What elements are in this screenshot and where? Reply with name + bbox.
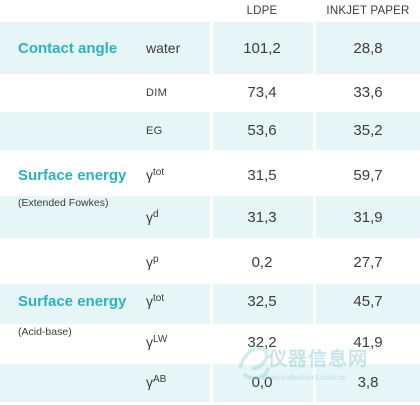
gamma-symbol: γ (146, 167, 153, 183)
group-subtitle-extended-fowkes: (Extended Fowkes) (18, 197, 109, 209)
group-title-contact-angle: Contact angle (18, 40, 118, 57)
gamma-superscript: d (153, 209, 159, 220)
cell-ldpe-dim: 73,4 (247, 84, 277, 101)
cell-ldpe-gamma-tot-ab: 32,5 (247, 293, 277, 310)
cell-paper-water: 28,8 (353, 40, 383, 57)
row-label-dim: DIM (146, 87, 168, 99)
cell-ldpe-gamma-p: 0,2 (251, 254, 273, 271)
column-header-inkjet-paper: INKJET PAPER (326, 5, 410, 17)
group-title-surface-energy-acid-base: Surface energy (18, 293, 127, 310)
gamma-superscript: p (153, 254, 159, 265)
cell-paper-dim: 33,6 (353, 84, 383, 101)
gamma-symbol: γ (146, 374, 153, 390)
gamma-superscript: tot (153, 167, 165, 178)
column-divider (210, 22, 213, 402)
cell-paper-gamma-lw: 41,9 (353, 334, 383, 351)
gamma-symbol: γ (146, 254, 153, 270)
group-title-surface-energy-fowkes: Surface energy (18, 167, 127, 184)
cell-ldpe-gamma-d: 31,3 (247, 209, 277, 226)
cell-ldpe-gamma-ab: 0,0 (251, 374, 273, 391)
gamma-symbol: γ (146, 293, 153, 309)
gamma-superscript: LW (153, 334, 168, 345)
cell-ldpe-eg: 53,6 (247, 122, 277, 139)
row-label-gamma-tot: γtot (146, 167, 164, 183)
row-label-water: water (146, 40, 181, 56)
group-subtitle-acid-base: (Acid-base) (18, 326, 72, 338)
cell-paper-eg: 35,2 (353, 122, 383, 139)
cell-paper-gamma-p: 27,7 (353, 254, 383, 271)
gamma-superscript: AB (153, 374, 167, 385)
watermark-url: www.instrument.com.cn (262, 373, 347, 382)
gamma-symbol: γ (146, 334, 153, 350)
cell-ldpe-water: 101,2 (243, 40, 281, 57)
cell-paper-gamma-ab: 3,8 (357, 374, 379, 391)
row-label-gamma-ab: γAB (146, 374, 166, 390)
watermark-logo-icon (238, 346, 270, 381)
row-label-gamma-lw: γLW (146, 334, 167, 350)
cell-paper-gamma-tot-ab: 45,7 (353, 293, 383, 310)
row-label-gamma-tot-acid-base: γtot (146, 293, 164, 309)
gamma-symbol: γ (146, 209, 153, 225)
gamma-superscript: tot (153, 293, 165, 304)
row-label-gamma-p: γp (146, 254, 159, 270)
column-header-ldpe: LDPE (246, 5, 278, 17)
column-divider (313, 22, 316, 402)
watermark-text: 仪器信息网 (268, 349, 369, 370)
cell-paper-gamma-d: 31,9 (353, 209, 383, 226)
cell-paper-gamma-tot: 59,7 (353, 167, 383, 184)
row-label-eg: EG (146, 125, 163, 137)
cell-ldpe-gamma-lw: 32,2 (247, 334, 277, 351)
cell-ldpe-gamma-tot: 31,5 (247, 167, 277, 184)
row-label-gamma-d: γd (146, 209, 159, 225)
